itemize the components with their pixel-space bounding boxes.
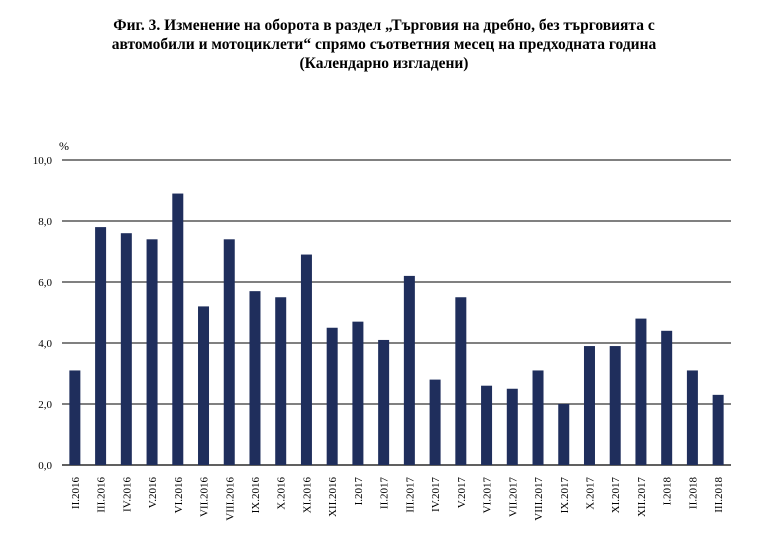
y-tick-label: 4,0 [38,338,52,350]
x-tick-label: XI.2016 [301,477,313,514]
x-tick-label: I.2017 [353,477,365,506]
x-tick-label: X.2017 [584,477,596,510]
bar-X.2017 [583,346,595,465]
bar-II.2016 [69,370,81,465]
bar-X.2016 [275,297,287,465]
x-tick-label: V.2016 [147,477,159,509]
x-tick-label: IX.2017 [559,477,571,514]
chart-title-line-1: Фиг. 3. Изменение на оборота в раздел „Т… [113,17,655,34]
gridlines [62,159,731,466]
x-tick-label: II.2018 [687,477,699,510]
bar-I.2017 [352,321,364,465]
bar-IX.2016 [249,291,261,465]
x-tick-label: XII.2016 [327,477,339,518]
bar-VI.2016 [172,193,184,466]
x-tick-label: IX.2016 [250,477,262,514]
x-tick-label: I.2018 [662,477,674,506]
bar-IV.2017 [429,379,441,465]
bar-VIII.2017 [532,370,544,465]
x-tick-label: II.2016 [70,477,82,510]
x-tick-label: VI.2017 [482,477,494,514]
x-tick-label: VI.2016 [173,477,185,514]
x-tick-label: II.2017 [379,477,391,510]
y-tick-label: 6,0 [38,277,52,289]
x-tick-label: IV.2016 [121,477,133,512]
x-tick-label: III.2017 [404,477,416,513]
bar-XII.2017 [635,318,647,465]
y-tick-label: 2,0 [38,399,52,411]
x-tick-label: X.2016 [276,477,288,510]
bar-XI.2017 [609,346,621,465]
chart-title-line-2: автомобили и мотоциклети“ спрямо съответ… [111,36,657,53]
bar-V.2016 [146,239,158,465]
x-tick-label: VIII.2017 [533,477,545,521]
y-tick-label: 0,0 [38,460,52,472]
x-tick-label: III.2018 [713,477,725,513]
x-axis-ticks: II.2016 III.2016 IV.2016 V.2016 VI.2016 VII.2… [70,477,725,521]
bar-VIII.2016 [223,239,235,465]
bar-II.2018 [686,370,698,465]
x-tick-label: VIII.2016 [224,477,236,521]
bar-VII.2017 [506,388,518,465]
x-tick-label: V.2017 [456,477,468,509]
bar-IV.2016 [120,233,132,465]
bars [69,193,724,466]
x-tick-label: VII.2016 [199,477,211,518]
bar-III.2017 [403,275,415,465]
bar-VII.2016 [198,306,210,465]
bar-III.2016 [95,227,107,465]
bar-I.2018 [661,330,673,465]
y-tick-label: 8,0 [38,216,52,228]
bar-VI.2017 [481,385,493,465]
bar-XI.2016 [300,254,312,465]
bar-III.2018 [712,394,724,465]
y-tick-label: 10,0 [33,155,53,167]
x-tick-label: III.2016 [96,477,108,513]
x-tick-label: VII.2017 [507,477,519,518]
x-tick-label: XII.2017 [636,477,648,518]
chart-title: Фиг. 3. Изменение на оборота в раздел „Т… [0,16,768,73]
x-tick-label: XI.2017 [610,477,622,514]
bar-II.2017 [378,339,390,465]
y-axis-unit-label: % [59,139,69,153]
x-tick-label: IV.2017 [430,477,442,512]
bar-XII.2016 [326,327,338,465]
bar-IX.2017 [558,404,570,465]
bar-V.2017 [455,297,467,465]
chart-title-line-3: (Календарно изгладени) [299,55,469,72]
y-axis-ticks: 0,0 2,0 4,0 6,0 8,0 10,0 [33,155,53,472]
